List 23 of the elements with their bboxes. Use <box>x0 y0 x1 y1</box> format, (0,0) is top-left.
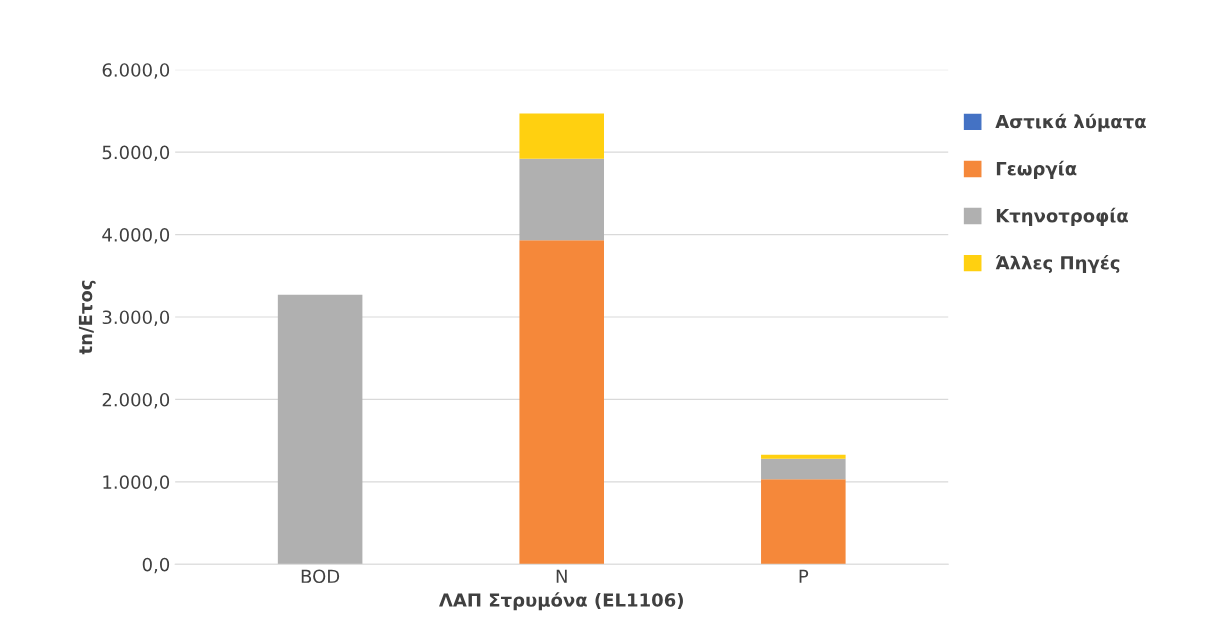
legend-label: Γεωργία <box>996 160 1077 179</box>
x-axis-title: ΛΑΠ Στρυμόνα (EL1106) <box>439 592 683 611</box>
bar <box>761 454 846 459</box>
bar <box>519 240 604 565</box>
bar <box>761 458 846 480</box>
x-tick-label: P <box>799 569 809 583</box>
y-tick-label: 5.000,0 <box>102 145 170 162</box>
y-axis-title: tn/Ετος <box>78 280 96 355</box>
y-tick-label: 6.000,0 <box>102 63 170 79</box>
bar <box>519 113 604 159</box>
legend-label: Αστικά λύματα <box>995 113 1146 132</box>
x-tick-label: BOD <box>301 569 340 584</box>
legend-label: Κτηνοτροφία <box>996 207 1128 227</box>
legend-label: Άλλες Πηγές <box>995 254 1120 274</box>
y-tick-label: 0,0 <box>142 557 170 574</box>
bar <box>761 479 846 565</box>
y-tick-label: 1.000,0 <box>103 475 170 491</box>
bar <box>519 158 604 241</box>
y-tick-label: 3.000,0 <box>102 310 170 326</box>
y-tick-label: 2.000,0 <box>102 392 170 409</box>
bar <box>277 294 363 565</box>
x-tick-label: N <box>556 569 567 583</box>
y-tick-label: 4.000,0 <box>102 228 170 244</box>
